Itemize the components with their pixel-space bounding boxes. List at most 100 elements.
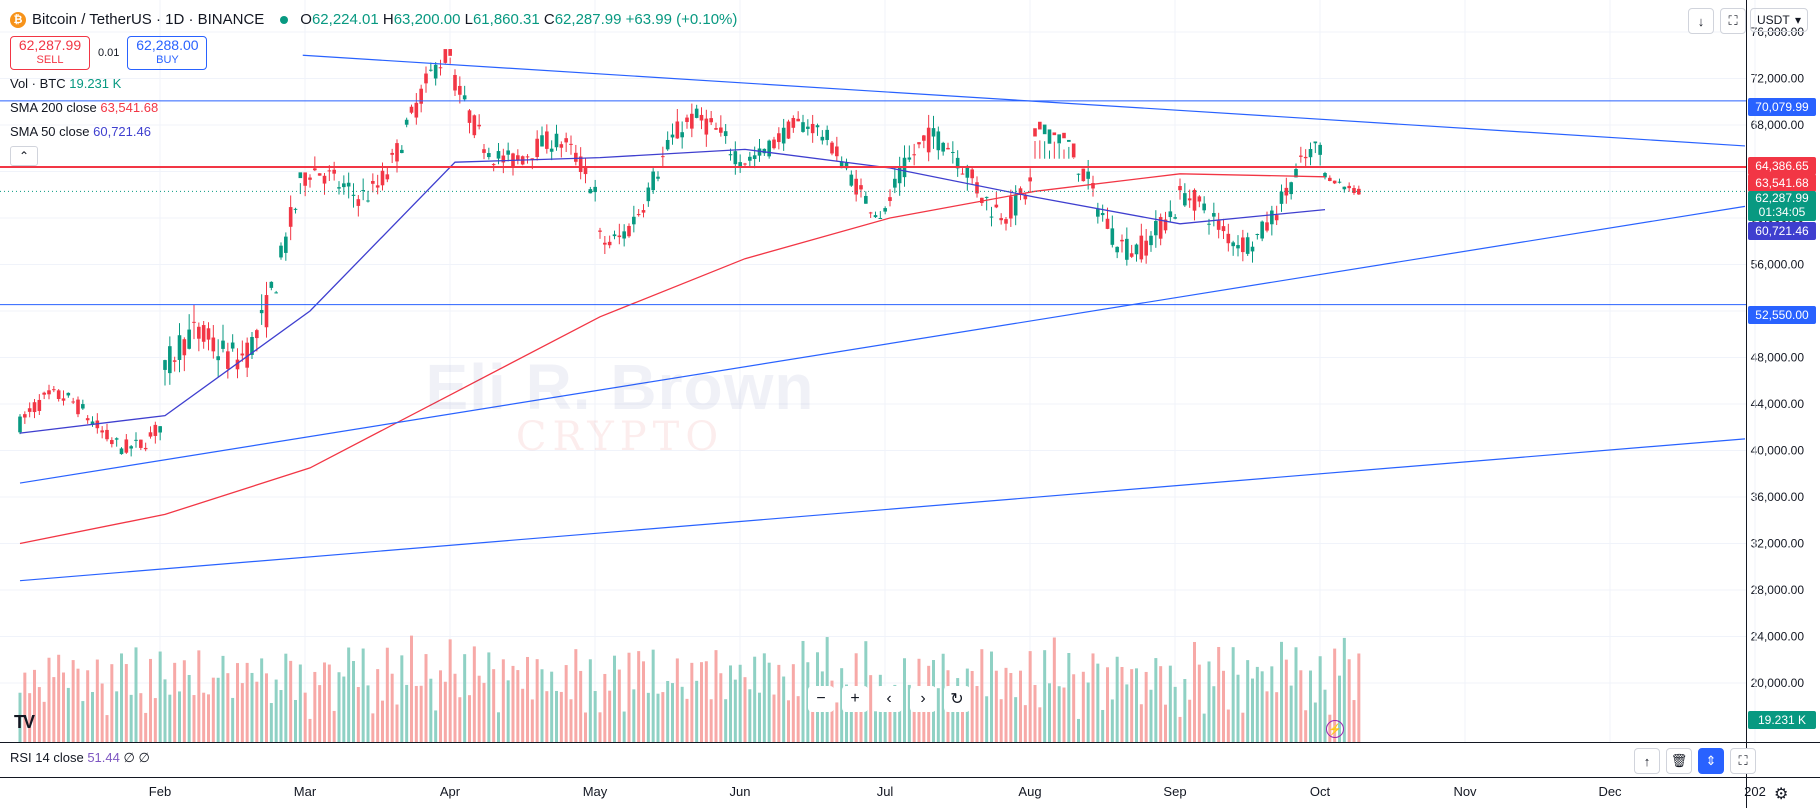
candle-body <box>1096 209 1100 217</box>
candle-body <box>409 106 414 113</box>
move-pane-up-button[interactable]: ↑ <box>1634 748 1660 774</box>
volume-bar <box>1338 675 1341 742</box>
volume-bar <box>216 677 220 742</box>
scroll-down-button[interactable]: ↓ <box>1688 8 1714 34</box>
sell-button[interactable]: 62,287.99 SELL <box>10 36 90 70</box>
arrow-up-icon: ↑ <box>1643 753 1651 769</box>
indicator-sma200[interactable]: SMA 200 close 63,541.68 <box>10 98 737 118</box>
candle-body <box>796 118 800 122</box>
candle-body <box>1352 188 1356 194</box>
volume-bar <box>642 661 645 742</box>
volume-bar <box>1270 666 1274 742</box>
candle-body <box>1328 177 1332 182</box>
candle-body <box>646 187 651 202</box>
volume-bar <box>898 696 902 742</box>
volume-bar <box>202 692 206 742</box>
candle-body <box>1047 129 1052 144</box>
zoom-in-button[interactable]: + <box>842 686 868 712</box>
volume-bar <box>1164 704 1167 742</box>
top-tools: ↓ ⛶ <box>1688 8 1746 34</box>
candle-body <box>482 149 486 153</box>
candle-body <box>1274 215 1279 221</box>
volume-bar <box>472 646 476 742</box>
candle-body <box>85 418 90 421</box>
buy-button[interactable]: 62,288.00 BUY <box>127 36 208 70</box>
countdown-value: 01:34:05 <box>1758 205 1806 219</box>
candle-body <box>201 325 206 342</box>
rsi-value: 51.44 <box>87 750 120 765</box>
volume-bar <box>1284 659 1288 742</box>
volume-bar <box>1347 659 1351 742</box>
candle-body <box>752 155 757 160</box>
expand-pane-button[interactable]: ⇕ <box>1698 748 1724 774</box>
volume-bar <box>371 713 375 742</box>
sell-price: 62,287.99 <box>18 37 82 53</box>
volume-bar <box>869 675 873 742</box>
currency-selector[interactable]: USDT ▾ <box>1750 8 1808 32</box>
gear-icon[interactable]: ⚙ <box>1774 786 1789 803</box>
volume-bar <box>661 692 665 742</box>
volume-bar <box>1072 674 1076 742</box>
volume-bar <box>1149 689 1153 742</box>
candle-body <box>656 176 660 179</box>
volume-bar <box>318 685 322 742</box>
candle-body <box>240 353 245 356</box>
volume-bar <box>211 677 215 742</box>
candle-body <box>762 148 767 154</box>
candle-body <box>1323 173 1327 178</box>
volume-bar <box>564 665 568 742</box>
volume-bar <box>743 677 747 742</box>
zoom-out-button[interactable]: − <box>808 686 834 712</box>
rsi-legend[interactable]: RSI 14 close 51.44 ∅ ∅ <box>10 750 150 766</box>
volume-bar <box>1251 678 1254 742</box>
volume-bar <box>429 678 433 742</box>
volume-bar <box>511 665 515 742</box>
volume-bar <box>772 694 776 742</box>
volume-bar <box>608 690 612 742</box>
tradingview-logo-icon[interactable]: TV <box>14 712 35 732</box>
candle-body <box>588 189 593 194</box>
volume-bar <box>530 699 534 742</box>
volume-bar <box>1217 646 1221 742</box>
volume-bar <box>62 672 65 742</box>
volume-bar <box>617 669 621 742</box>
candle-body <box>332 169 336 174</box>
scroll-right-button[interactable]: › <box>910 686 936 712</box>
volume-bar <box>1299 670 1303 742</box>
volume-bar <box>139 693 143 742</box>
candle-body <box>284 236 288 253</box>
volume-bar <box>1014 697 1018 742</box>
maximize-pane-button[interactable]: ⛶ <box>1730 748 1756 774</box>
trash-icon: 🗑 <box>1670 753 1688 768</box>
volume-bar <box>347 647 351 742</box>
volume-bar <box>1275 692 1279 742</box>
candle-body <box>1178 186 1182 191</box>
volume-bar <box>1294 647 1298 742</box>
volume-bar <box>226 673 230 742</box>
candle-body <box>835 146 839 157</box>
indicator-sma50[interactable]: SMA 50 close 60,721.46 <box>10 122 737 142</box>
buy-label: BUY <box>156 54 179 66</box>
symbol-title[interactable]: Bitcoin / TetherUS · 1D · BINANCE <box>32 11 265 28</box>
rsi-label: RSI 14 close <box>10 750 84 765</box>
candle-body <box>458 85 462 95</box>
volume-bar <box>990 651 993 742</box>
candle-body <box>143 447 148 450</box>
reset-chart-button[interactable]: ↻ <box>944 686 970 712</box>
indicator-volume[interactable]: Vol · BTC 19.231 K <box>10 74 737 94</box>
candle-body <box>960 173 965 175</box>
scroll-left-button[interactable]: ‹ <box>876 686 902 712</box>
volume-bar <box>105 715 109 742</box>
volume-bar <box>1057 686 1061 742</box>
lightning-icon[interactable]: ⚡ <box>1326 720 1344 738</box>
symbol-row[interactable]: ₿ Bitcoin / TetherUS · 1D · BINANCE O62,… <box>10 10 737 30</box>
fullscreen-button[interactable]: ⛶ <box>1720 8 1746 34</box>
candle-body <box>197 326 201 339</box>
volume-bar <box>95 659 99 742</box>
delete-pane-button[interactable]: 🗑 <box>1666 748 1692 774</box>
candle-body <box>849 174 854 186</box>
collapse-legend-button[interactable]: ⌃ <box>10 146 38 166</box>
chart-nav-bar: − + ‹ › ↻ <box>808 686 970 712</box>
